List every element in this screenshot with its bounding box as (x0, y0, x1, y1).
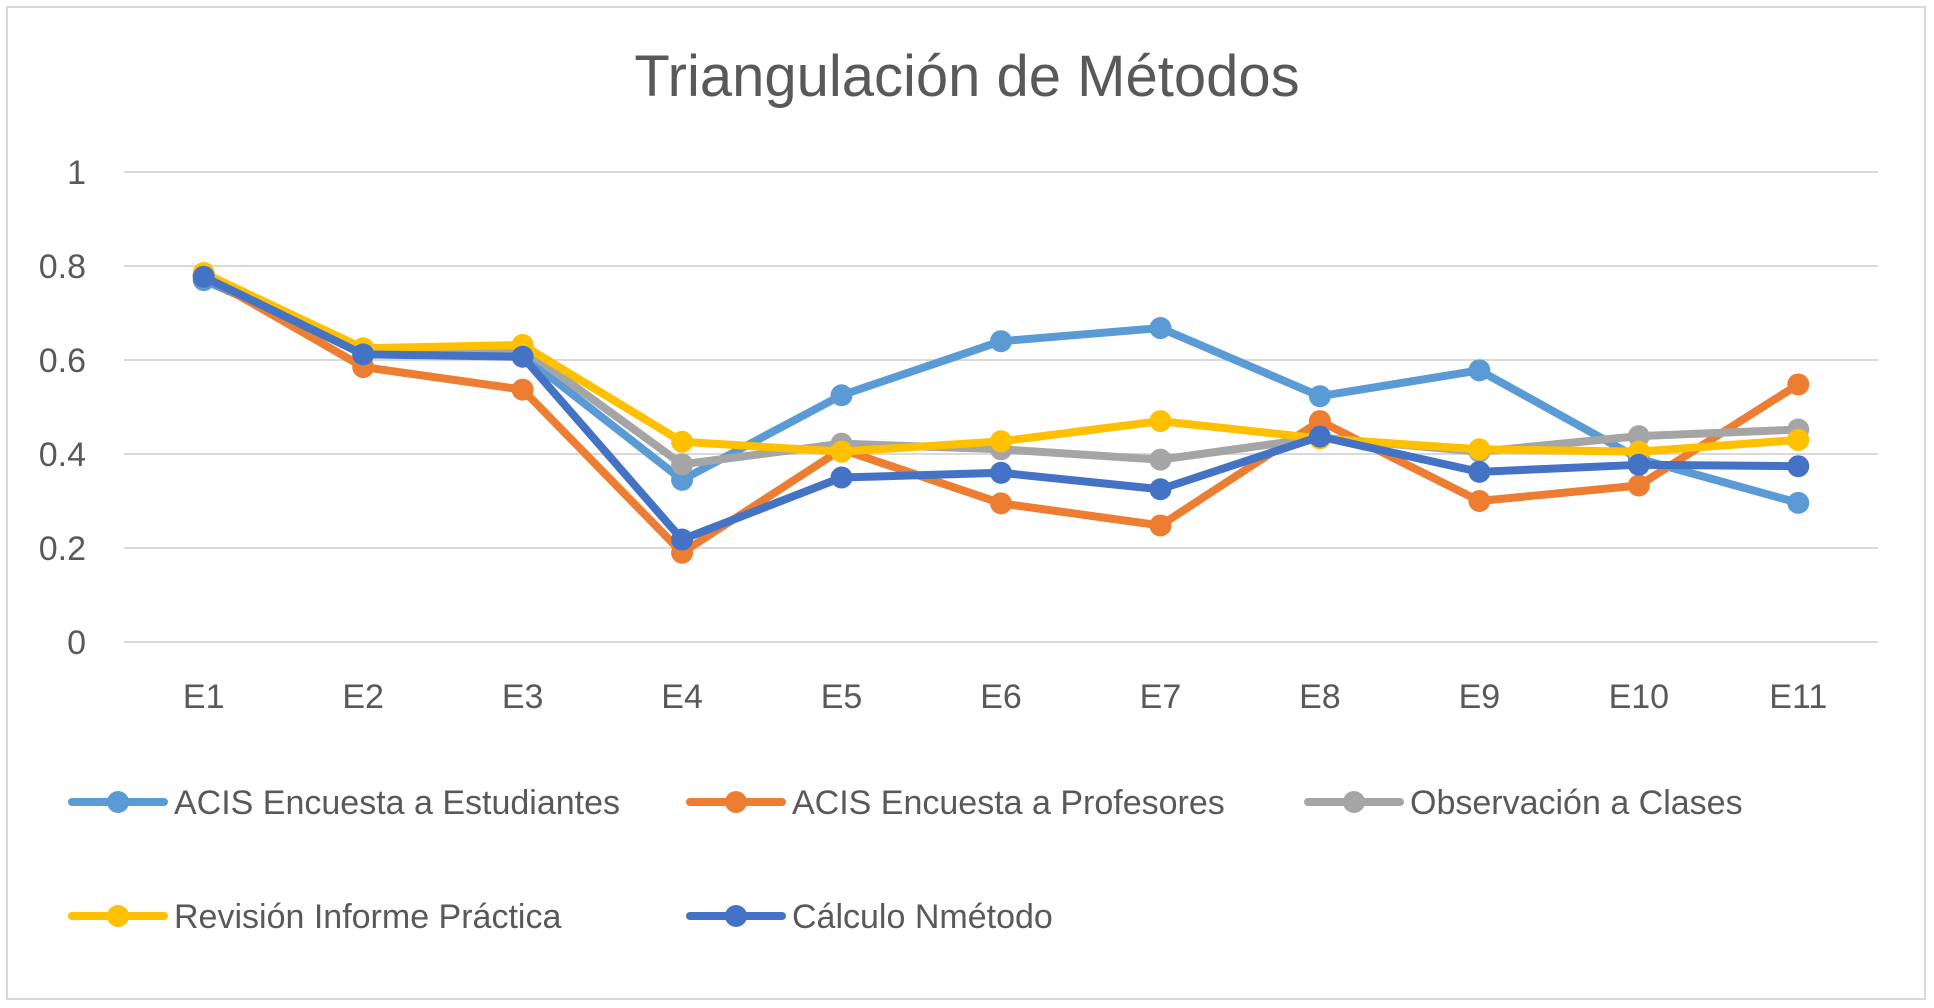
x-tick-label: E1 (183, 678, 225, 716)
y-tick-label: 0.4 (39, 436, 86, 474)
data-point (671, 528, 694, 551)
series-5 (192, 265, 1810, 551)
y-tick-label: 0.6 (39, 342, 86, 380)
legend-entry: ACIS Encuesta a Estudiantes (68, 784, 620, 822)
legend-swatch-marker (1343, 791, 1365, 813)
series-2 (192, 264, 1810, 564)
x-axis-ticks: E1 E2 E3 E4 E5 E6 E7 E8 E9 E10 E11 (183, 678, 1827, 716)
series-line (199, 269, 1803, 456)
legend-entry: Revisión Informe Práctica (68, 898, 561, 936)
data-point (511, 345, 534, 368)
x-tick-label: E8 (1299, 678, 1341, 716)
y-tick-label: 0 (67, 624, 86, 662)
legend-label: ACIS Encuesta a Estudiantes (174, 784, 620, 822)
legend-entry: ACIS Encuesta a Profesores (686, 784, 1225, 822)
data-point (1149, 514, 1172, 537)
data-point (990, 430, 1012, 453)
x-tick-label: E3 (502, 678, 544, 716)
data-point (1627, 474, 1650, 497)
x-tick-label: E11 (1769, 678, 1827, 716)
data-point (1468, 438, 1491, 461)
data-point (511, 378, 534, 401)
x-tick-label: E4 (661, 678, 703, 716)
legend-swatch-marker (725, 791, 747, 813)
data-point (990, 330, 1012, 353)
legend-swatch-marker (107, 905, 129, 927)
legend-label: Revisión Informe Práctica (174, 898, 561, 936)
x-tick-label: E9 (1459, 678, 1501, 716)
x-tick-label: E2 (342, 678, 384, 716)
data-point (671, 468, 694, 491)
legend-label: Observación a Clases (1410, 784, 1743, 822)
x-tick-label: E6 (980, 678, 1022, 716)
y-tick-label: 0.8 (39, 248, 86, 286)
data-point (1149, 478, 1172, 501)
data-point (830, 384, 853, 407)
data-point (1149, 448, 1172, 471)
data-point (1787, 373, 1810, 396)
data-point (1308, 425, 1331, 448)
x-tick-label: E5 (821, 678, 863, 716)
legend: ACIS Encuesta a Estudiantes ACIS Encuesta… (68, 784, 1743, 936)
legend-entry: Cálculo Nmétodo (686, 898, 1053, 936)
legend-label: ACIS Encuesta a Profesores (792, 784, 1225, 822)
data-point (830, 466, 853, 489)
legend-swatch-marker (725, 905, 747, 927)
data-point (1787, 428, 1810, 451)
data-point (990, 461, 1012, 484)
gridlines (124, 171, 1878, 643)
series-4 (192, 262, 1810, 463)
data-point (192, 265, 215, 288)
series-lines (192, 262, 1810, 564)
chart-title: Triangulación de Métodos (634, 44, 1299, 109)
data-point (1627, 425, 1650, 448)
x-tick-label: E7 (1140, 678, 1182, 716)
data-point (1468, 359, 1491, 382)
data-point (352, 343, 375, 366)
data-point (1468, 460, 1491, 483)
data-point (1149, 410, 1172, 433)
data-point (1149, 317, 1172, 340)
data-point (671, 453, 694, 476)
data-point (830, 440, 853, 463)
data-point (1787, 455, 1810, 478)
legend-swatch-marker (107, 791, 129, 813)
y-tick-label: 0.2 (39, 530, 86, 568)
data-point (1468, 490, 1491, 512)
y-tick-label: 1 (67, 154, 86, 192)
data-point (671, 430, 694, 453)
y-axis-ticks: 0 0.2 0.4 0.6 0.8 1 (39, 154, 86, 662)
data-point (990, 492, 1012, 515)
data-point (1627, 453, 1650, 476)
data-point (1787, 491, 1810, 514)
data-point (1308, 385, 1331, 408)
legend-label: Cálculo Nmétodo (792, 898, 1053, 936)
legend-entry: Observación a Clases (1304, 784, 1743, 822)
data-point (1308, 410, 1331, 433)
x-tick-label: E10 (1609, 678, 1670, 716)
